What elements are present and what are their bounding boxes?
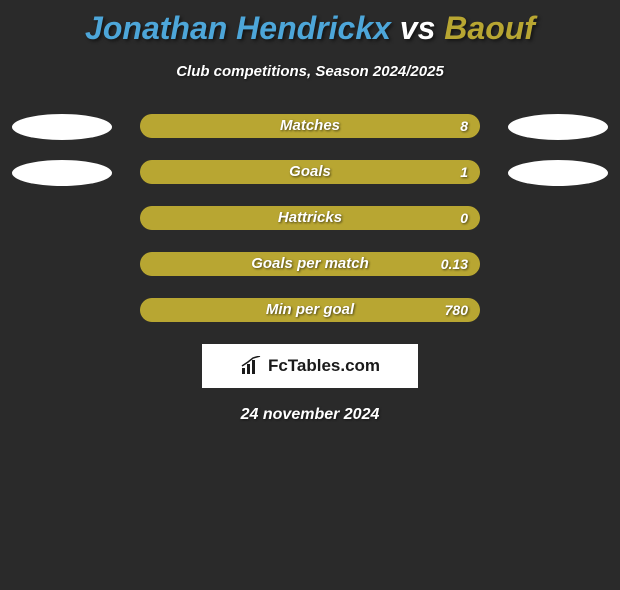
stat-bar: Matches8 [140, 114, 480, 138]
stat-bar: Goals per match0.13 [140, 252, 480, 276]
date-label: 24 november 2024 [0, 406, 620, 424]
player1-name: Jonathan Hendrickx [85, 10, 391, 46]
right-marker [508, 160, 608, 186]
stat-value: 0 [460, 206, 468, 230]
stat-label: Hattricks [140, 206, 480, 230]
stat-label: Goals per match [140, 252, 480, 276]
stat-label: Goals [140, 160, 480, 184]
right-markers [508, 114, 608, 206]
vs-text: vs [400, 10, 436, 46]
subtitle: Club competitions, Season 2024/2025 [0, 63, 620, 80]
stat-label: Min per goal [140, 298, 480, 322]
comparison-title: Jonathan Hendrickx vs Baouf [0, 10, 620, 47]
stat-bar: Hattricks0 [140, 206, 480, 230]
left-markers [12, 114, 112, 206]
stat-bar: Min per goal780 [140, 298, 480, 322]
stat-value: 780 [445, 298, 468, 322]
stat-value: 8 [460, 114, 468, 138]
stat-bars: Matches8Goals1Hattricks0Goals per match0… [140, 114, 480, 322]
logo-text: FcTables.com [268, 356, 380, 376]
stat-value: 1 [460, 160, 468, 184]
left-marker [12, 160, 112, 186]
stat-bar: Goals1 [140, 160, 480, 184]
stat-value: 0.13 [441, 252, 468, 276]
stat-label: Matches [140, 114, 480, 138]
fctables-logo: FcTables.com [202, 344, 418, 388]
player2-name: Baouf [444, 10, 535, 46]
chart-icon [240, 356, 262, 376]
chart-area: Matches8Goals1Hattricks0Goals per match0… [0, 114, 620, 322]
right-marker [508, 114, 608, 140]
left-marker [12, 114, 112, 140]
